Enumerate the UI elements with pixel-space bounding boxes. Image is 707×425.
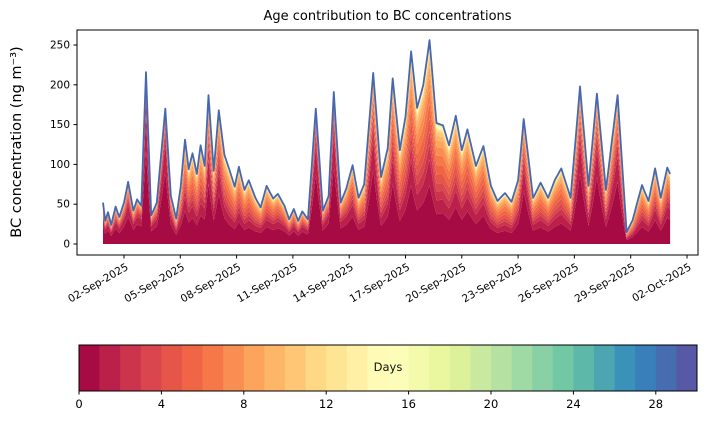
colorbar-tick-label: 0	[75, 397, 82, 411]
x-tick-label: 20-Sep-2025	[404, 261, 468, 305]
age-layer-8	[103, 66, 671, 234]
colorbar-segment	[161, 345, 183, 391]
colorbar-outline	[78, 344, 698, 392]
colorbar-segment	[429, 345, 451, 391]
x-tick-label: 26-Sep-2025	[516, 261, 580, 305]
colorbar-segment	[120, 345, 142, 391]
colorbar-segment	[449, 345, 471, 391]
colorbar-segment	[346, 345, 368, 391]
colorbar-segment	[243, 345, 265, 391]
x-tick-label: 23-Sep-2025	[460, 261, 524, 305]
colorbar-segment	[470, 345, 492, 391]
plot-frame	[76, 29, 699, 256]
y-tick-label: 250	[50, 40, 70, 52]
colorbar-segment	[285, 345, 306, 391]
y-tick-label: 0	[63, 239, 70, 251]
colorbar-tick-label: 4	[158, 397, 165, 411]
x-tick-label: 05-Sep-2025	[122, 261, 186, 305]
colorbar-segment	[223, 345, 245, 391]
colorbar-segment	[79, 345, 100, 391]
colorbar-segment	[573, 345, 595, 391]
colorbar-segment	[388, 345, 409, 391]
x-tick-label: 29-Sep-2025	[573, 261, 637, 305]
x-tick-label: 02-Oct-2025	[630, 261, 693, 304]
age-layer-7	[103, 76, 671, 235]
colorbar-segment	[655, 345, 677, 391]
colorbar-tick-label: 28	[648, 397, 663, 411]
colorbar-tick-label: 16	[401, 397, 416, 411]
colorbar-days-label: Days	[373, 360, 403, 374]
colorbar-segment	[182, 345, 203, 391]
colorbar-segment	[264, 345, 286, 391]
chart-title: Age contribution to BC concentrations	[263, 9, 512, 24]
colorbar-tick-label: 20	[484, 397, 499, 411]
colorbar-segment	[326, 345, 348, 391]
y-axis-label: BC concentration (ng m⁻³)	[9, 46, 25, 238]
colorbar-segment	[635, 345, 657, 391]
colorbar-segment	[202, 345, 224, 391]
x-tick-label: 02-Sep-2025	[66, 261, 130, 305]
x-tick-label: 08-Sep-2025	[179, 261, 243, 305]
colorbar-segment	[491, 345, 512, 391]
age-layer-0	[103, 150, 671, 244]
age-layer-1	[103, 114, 671, 241]
colorbar-tick-label: 8	[240, 397, 247, 411]
colorbar-segment	[408, 345, 430, 391]
colorbar-segment	[511, 345, 533, 391]
y-tick-label: 100	[50, 159, 70, 171]
x-tick-label: 14-Sep-2025	[291, 261, 355, 305]
colorbar-segment	[532, 345, 554, 391]
colorbar-segment	[140, 345, 162, 391]
total-bc-line	[102, 39, 671, 233]
colorbar-segment	[594, 345, 615, 391]
x-tick-label: 17-Sep-2025	[348, 261, 412, 305]
y-tick-label: 200	[50, 79, 70, 91]
colorbar-segment	[676, 345, 698, 391]
colorbar-segment	[614, 345, 636, 391]
y-tick-label: 150	[50, 119, 70, 131]
colorbar-segment	[305, 345, 327, 391]
colorbar-tick-label: 12	[319, 397, 334, 411]
colorbar-segment	[99, 345, 121, 391]
x-tick-label: 11-Sep-2025	[235, 261, 299, 305]
colorbar-segment	[552, 345, 574, 391]
colorbar-segment	[367, 345, 389, 391]
y-tick-label: 50	[57, 199, 70, 211]
colorbar-tick-label: 24	[566, 397, 581, 411]
